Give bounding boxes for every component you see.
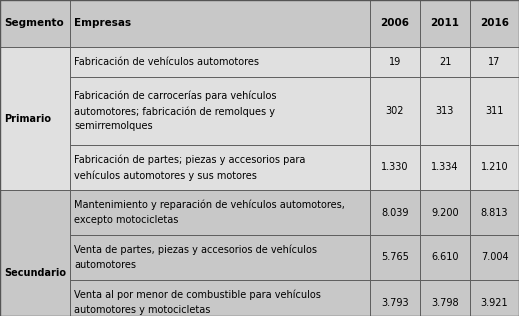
Text: Mantenimiento y reparación de vehículos automotores,
excepto motocicletas: Mantenimiento y reparación de vehículos … <box>74 200 345 225</box>
Bar <box>70 280 370 316</box>
Bar <box>470 47 519 77</box>
Bar <box>370 47 420 77</box>
Bar <box>470 280 519 316</box>
Bar <box>370 77 420 145</box>
Text: Fabricación de vehículos automotores: Fabricación de vehículos automotores <box>74 57 259 67</box>
Bar <box>70 190 370 235</box>
Bar <box>420 235 470 280</box>
Bar <box>370 280 420 316</box>
Text: 1.330: 1.330 <box>381 162 409 173</box>
Bar <box>70 235 370 280</box>
Bar <box>70 47 370 77</box>
Bar <box>370 145 420 190</box>
Bar <box>420 0 470 47</box>
Text: 3.921: 3.921 <box>481 297 508 307</box>
Text: 2016: 2016 <box>480 19 509 28</box>
Bar <box>470 190 519 235</box>
Bar <box>420 280 470 316</box>
Bar <box>0 190 70 316</box>
Text: Secundario: Secundario <box>4 268 66 277</box>
Text: 8.039: 8.039 <box>381 208 409 217</box>
Text: 311: 311 <box>485 106 503 116</box>
Bar <box>0 47 70 190</box>
Text: 8.813: 8.813 <box>481 208 508 217</box>
Text: Empresas: Empresas <box>74 19 131 28</box>
Text: 3.798: 3.798 <box>431 297 459 307</box>
Text: Venta al por menor de combustible para vehículos
automotores y motocicletas: Venta al por menor de combustible para v… <box>74 290 321 315</box>
Bar <box>370 235 420 280</box>
Text: 302: 302 <box>386 106 404 116</box>
Text: 9.200: 9.200 <box>431 208 459 217</box>
Text: 7.004: 7.004 <box>481 252 508 263</box>
Text: 313: 313 <box>436 106 454 116</box>
Text: 2011: 2011 <box>430 19 459 28</box>
Text: 6.610: 6.610 <box>431 252 459 263</box>
Bar <box>420 190 470 235</box>
Text: 1.334: 1.334 <box>431 162 459 173</box>
Bar <box>0 0 70 47</box>
Text: Fabricación de partes; piezas y accesorios para
vehículos automotores y sus moto: Fabricación de partes; piezas y accesori… <box>74 155 305 180</box>
Bar <box>70 145 370 190</box>
Bar <box>470 0 519 47</box>
Bar <box>420 145 470 190</box>
Bar <box>470 145 519 190</box>
Text: Primario: Primario <box>4 113 51 124</box>
Bar <box>420 77 470 145</box>
Bar <box>70 0 370 47</box>
Text: Venta de partes, piezas y accesorios de vehículos
automotores: Venta de partes, piezas y accesorios de … <box>74 245 317 270</box>
Text: 3.793: 3.793 <box>381 297 409 307</box>
Bar <box>470 235 519 280</box>
Bar <box>370 190 420 235</box>
Bar <box>370 0 420 47</box>
Text: 5.765: 5.765 <box>381 252 409 263</box>
Bar <box>420 47 470 77</box>
Text: 21: 21 <box>439 57 451 67</box>
Text: 17: 17 <box>488 57 501 67</box>
Text: 19: 19 <box>389 57 401 67</box>
Text: Segmento: Segmento <box>4 19 64 28</box>
Text: Fabricación de carrocerías para vehículos
automotores; fabricación de remolques : Fabricación de carrocerías para vehículo… <box>74 91 277 131</box>
Bar <box>470 77 519 145</box>
Text: 1.210: 1.210 <box>481 162 508 173</box>
Bar <box>70 77 370 145</box>
Text: 2006: 2006 <box>380 19 409 28</box>
